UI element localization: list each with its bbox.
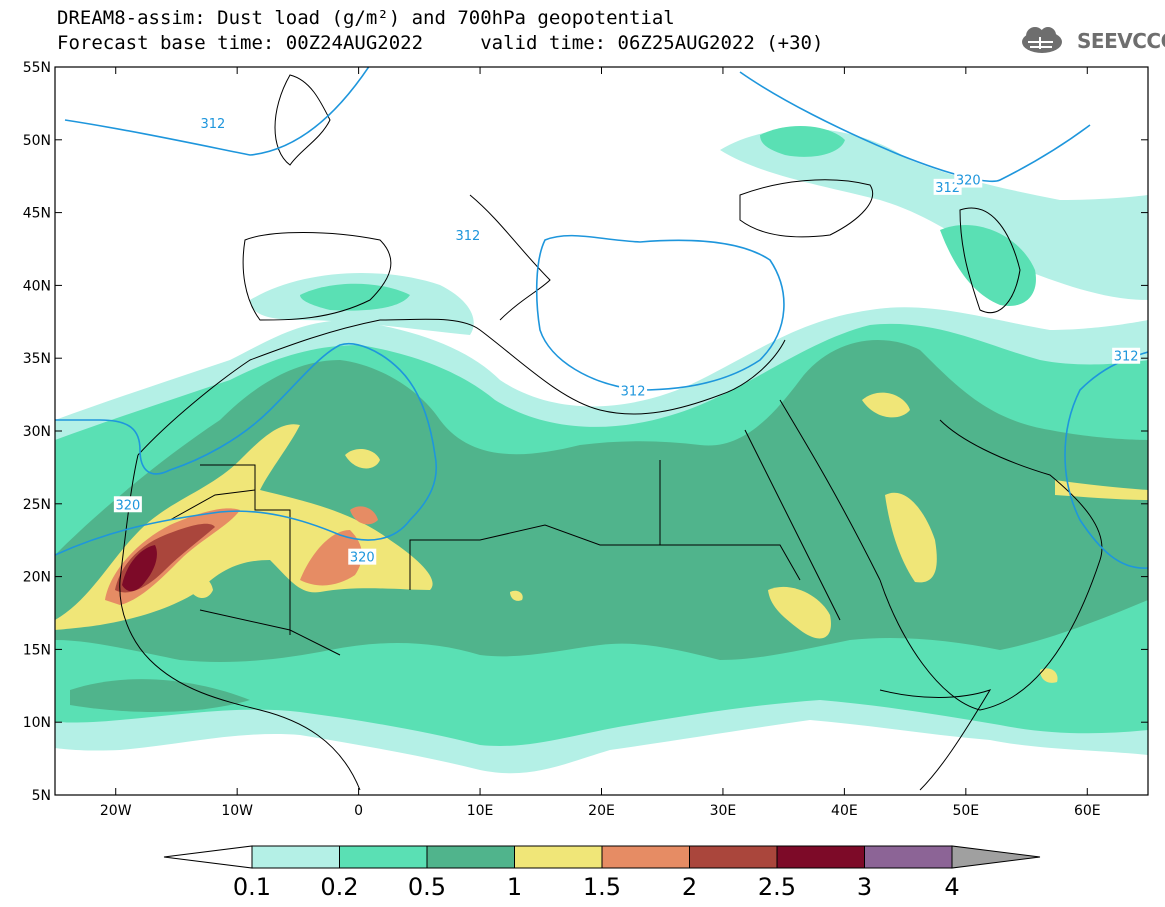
lat-tick-label: 15N bbox=[23, 642, 51, 658]
lat-tick-label: 25N bbox=[23, 497, 51, 513]
colorbar: 0.1 0.2 0.5 1 1.5 2 2.5 3 4 bbox=[164, 846, 1040, 901]
coast-italy bbox=[470, 195, 550, 320]
lat-tick-label: 50N bbox=[23, 133, 51, 149]
colorbar-label: 2.5 bbox=[758, 873, 796, 901]
colorbar-swatch bbox=[690, 846, 778, 868]
contour-label: 312 bbox=[1114, 350, 1139, 365]
colorbar-over-arrow bbox=[952, 846, 1040, 868]
colorbar-swatch bbox=[515, 846, 603, 868]
lat-tick-label: 40N bbox=[23, 278, 51, 294]
contour-label: 312 bbox=[621, 385, 646, 400]
colorbar-label: 1 bbox=[507, 873, 522, 901]
lat-tick-label: 5N bbox=[32, 788, 51, 804]
colorbar-label: 0.5 bbox=[408, 873, 446, 901]
lat-tick-label: 30N bbox=[23, 424, 51, 440]
colorbar-swatch bbox=[865, 846, 953, 868]
colorbar-label: 2 bbox=[682, 873, 697, 901]
contour-label: 320 bbox=[350, 551, 375, 566]
colorbar-label: 3 bbox=[857, 873, 872, 901]
lat-tick-label: 35N bbox=[23, 351, 51, 367]
contour-312-north bbox=[65, 65, 370, 155]
contour-label: 312 bbox=[200, 117, 225, 132]
lon-tick-label: 10W bbox=[221, 803, 253, 819]
lon-tick-label: 50E bbox=[952, 803, 979, 819]
contour-label: 320 bbox=[115, 498, 140, 513]
lon-tick-label: 20W bbox=[100, 803, 132, 819]
lon-tick-label: 10E bbox=[467, 803, 494, 819]
lon-tick-label: 0 bbox=[354, 803, 363, 819]
colorbar-label: 0.2 bbox=[320, 873, 358, 901]
lat-tick-label: 20N bbox=[23, 570, 51, 586]
contour-label: 312 bbox=[455, 229, 480, 244]
coast-uk bbox=[275, 75, 330, 165]
lat-tick-label: 55N bbox=[23, 60, 51, 76]
colorbar-swatch bbox=[602, 846, 690, 868]
colorbar-swatch bbox=[427, 846, 515, 868]
lat-tick-label: 45N bbox=[23, 206, 51, 222]
colorbar-swatch bbox=[777, 846, 865, 868]
lon-tick-label: 30E bbox=[710, 803, 737, 819]
contour-label: 320 bbox=[956, 174, 981, 189]
colorbar-under-arrow bbox=[164, 846, 252, 868]
lon-tick-label: 60E bbox=[1074, 803, 1101, 819]
colorbar-label: 1.5 bbox=[583, 873, 621, 901]
lat-tick-label: 10N bbox=[23, 715, 51, 731]
colorbar-label: 4 bbox=[944, 873, 959, 901]
colorbar-label: 0.1 bbox=[233, 873, 271, 901]
colorbar-swatch bbox=[252, 846, 340, 868]
lon-tick-label: 20E bbox=[588, 803, 615, 819]
lon-tick-label: 40E bbox=[831, 803, 858, 819]
colorbar-swatch bbox=[340, 846, 428, 868]
